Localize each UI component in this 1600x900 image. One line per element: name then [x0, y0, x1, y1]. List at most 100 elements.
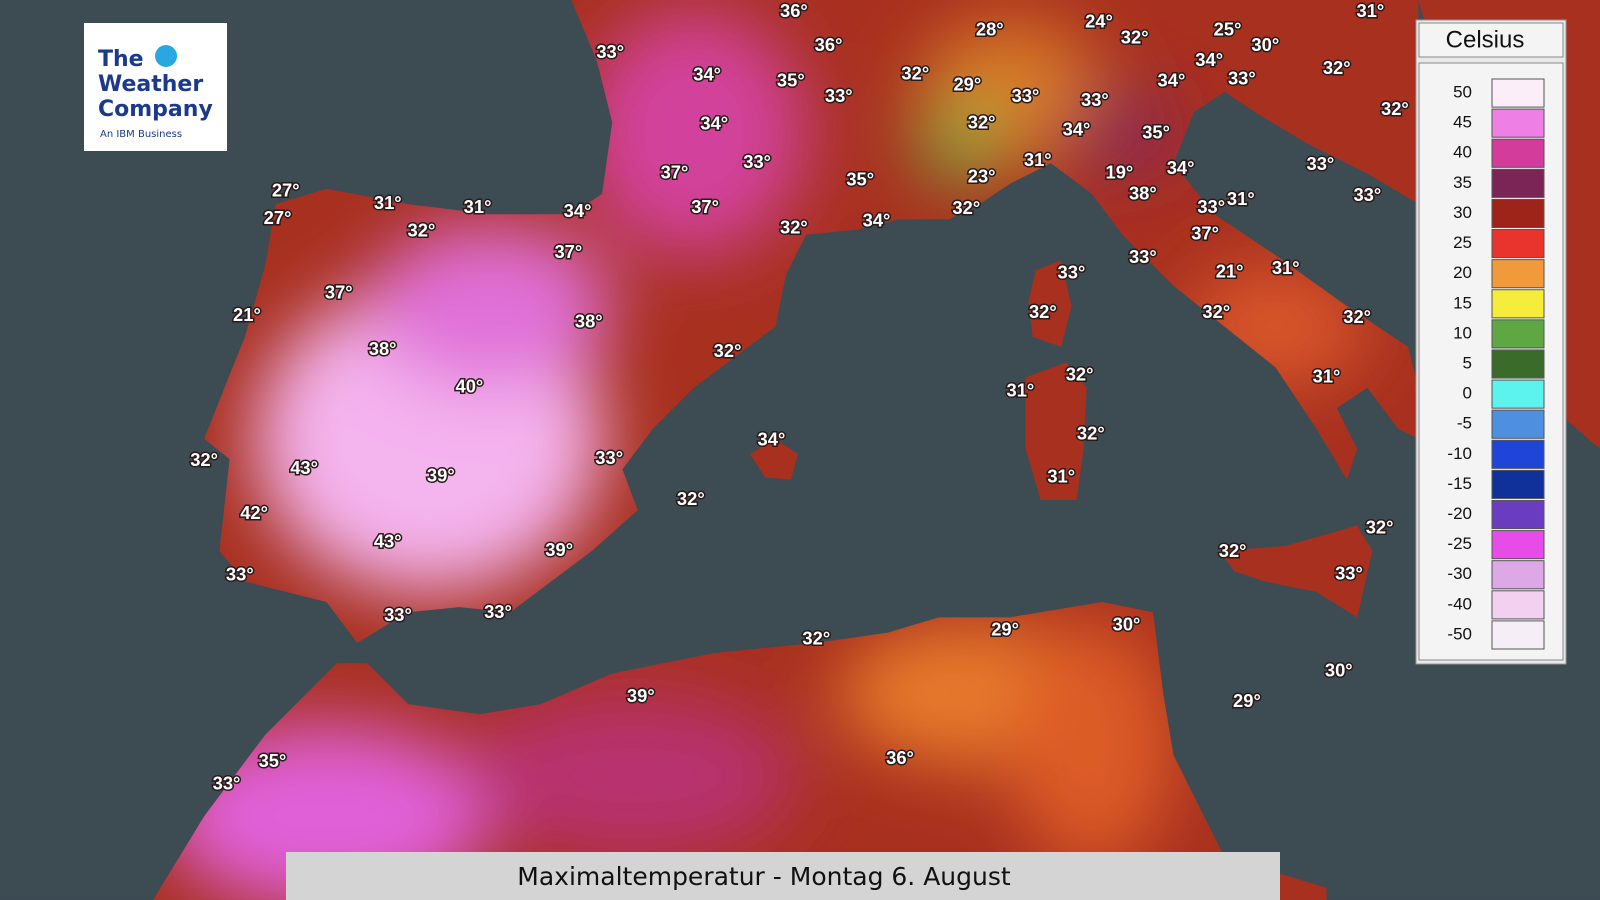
caption: Maximaltemperatur - Montag 6. August: [517, 862, 1011, 891]
temperature-label: 34°: [693, 63, 721, 84]
legend-swatch: [1491, 560, 1545, 590]
temperature-label: 29°: [1233, 690, 1261, 711]
temperature-label: 37°: [691, 196, 719, 217]
temperature-label: 33°: [825, 85, 853, 106]
legend-label: 15: [1453, 293, 1472, 312]
temperature-label: 33°: [213, 773, 241, 794]
temperature-label: 32°: [780, 216, 808, 237]
legend-label: 0: [1463, 384, 1472, 403]
legend-swatch: [1491, 469, 1545, 499]
temperature-label: 43°: [290, 457, 318, 478]
logo-drop: [155, 45, 177, 67]
temperature-label: 27°: [264, 207, 292, 228]
legend-label: 25: [1453, 233, 1472, 252]
legend-swatch: [1491, 289, 1545, 319]
temperature-label: 32°: [408, 219, 436, 240]
temperature-label: 37°: [1191, 223, 1219, 244]
temperature-label: 31°: [1272, 257, 1300, 278]
legend-swatch: [1491, 409, 1545, 439]
temperature-label: 31°: [1227, 188, 1255, 209]
temperature-label: 32°: [1121, 27, 1149, 48]
legend-title-box: [1418, 22, 1564, 58]
legend-label: 30: [1453, 203, 1472, 222]
legend-title: Celsius: [1446, 26, 1525, 53]
temperature-label: 37°: [325, 282, 353, 303]
legend-label: -50: [1447, 624, 1472, 643]
temperature-label: 33°: [743, 151, 771, 172]
temperature-label: 32°: [1202, 301, 1230, 322]
temperature-label: 33°: [226, 563, 254, 584]
temperature-label: 37°: [554, 241, 582, 262]
temperature-label: 33°: [1197, 196, 1225, 217]
legend-label: 10: [1453, 323, 1472, 342]
legend-label: 5: [1463, 353, 1472, 372]
legend: Celsius 50454035302520151050-5-10-15-20-…: [1415, 19, 1567, 665]
temperature-labels: 36°36°33°34° 35°33°32°29°28° 24°32° 25°30°3…: [189, 0, 1411, 795]
legend-swatch: [1491, 259, 1545, 289]
legend-swatch: [1491, 620, 1545, 650]
legend-swatch: [1491, 198, 1545, 229]
temperature-label: 30°: [1251, 34, 1279, 55]
legend-label: -25: [1447, 534, 1472, 553]
temperature-label: 35°: [1142, 122, 1170, 143]
temperature-label: 34°: [758, 429, 786, 450]
logo-text: The: [98, 47, 144, 72]
temperature-label: 35°: [259, 750, 287, 771]
temperature-label: 31°: [464, 196, 492, 217]
temperature-label: 21°: [233, 304, 261, 325]
temperature-label: 29°: [991, 618, 1019, 639]
temperature-label: 39°: [545, 539, 573, 560]
legend-swatch: [1491, 499, 1545, 530]
legend-label: 40: [1453, 143, 1472, 162]
legend-swatch: [1491, 229, 1545, 259]
temperature-label: 36°: [780, 0, 808, 21]
legend-label: -15: [1447, 474, 1472, 493]
legend-swatch: [1491, 78, 1545, 108]
temperature-label: 34°: [1158, 69, 1186, 90]
temperature-label: 33°: [1129, 246, 1157, 267]
legend-label: -40: [1447, 594, 1472, 613]
temperature-label: 33°: [384, 604, 412, 625]
temperature-label: 35°: [846, 168, 874, 189]
temperature-label: 36°: [886, 747, 914, 768]
temperature-label: 33°: [1012, 85, 1040, 106]
temperature-label: 21°: [1216, 260, 1244, 281]
temperature-label: 37°: [661, 161, 689, 182]
temperature-label: 32°: [952, 197, 980, 218]
temperature-label: 32°: [190, 449, 218, 470]
temperature-label: 24°: [1085, 10, 1113, 31]
temperature-label: 30°: [1113, 613, 1141, 634]
temperature-label: 33°: [484, 601, 512, 622]
temperature-label: 31°: [1357, 0, 1385, 21]
temperature-label: 36°: [815, 34, 843, 55]
legend-label: 35: [1453, 173, 1472, 192]
legend-label: -30: [1447, 564, 1472, 583]
temperature-label: 34°: [700, 112, 728, 133]
temperature-label: 32°: [1343, 306, 1371, 327]
legend-label: 50: [1453, 83, 1472, 102]
legend-swatch: [1491, 439, 1545, 469]
temperature-label: 39°: [427, 464, 455, 485]
temperature-label: 33°: [1058, 261, 1086, 282]
temperature-label: 31°: [374, 192, 402, 213]
temperature-label: 32°: [1066, 363, 1094, 384]
temperature-label: 32°: [802, 628, 830, 649]
temperature-label: 33°: [595, 447, 623, 468]
temperature-label: 33°: [596, 41, 624, 62]
temperature-label: 33°: [1353, 184, 1381, 205]
temperature-label: 43°: [374, 531, 402, 552]
temperature-label: 38°: [1129, 183, 1157, 204]
temperature-label: 39°: [627, 685, 655, 706]
temperature-label: 31°: [1047, 465, 1075, 486]
legend-swatch: [1491, 530, 1545, 560]
temperature-label: 33°: [1081, 89, 1109, 110]
temperature-label: 33°: [1335, 562, 1363, 583]
temperature-label: 23°: [968, 165, 996, 186]
temperature-label: 33°: [1307, 153, 1335, 174]
temperature-label: 40°: [456, 376, 484, 397]
temperature-label: 33°: [1228, 67, 1256, 88]
legend-label: -10: [1447, 444, 1472, 463]
temperature-label: 32°: [1219, 540, 1247, 561]
legend-swatch: [1491, 108, 1545, 138]
